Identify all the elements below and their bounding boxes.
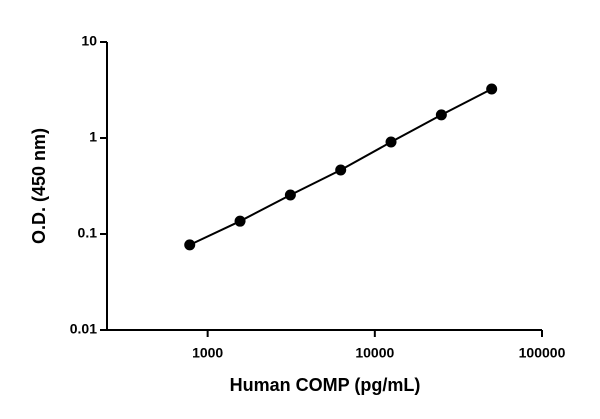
x-axis-title: Human COMP (pg/mL) — [230, 375, 421, 395]
data-point — [184, 239, 196, 251]
y-tick-label: 10 — [81, 33, 97, 49]
data-point — [385, 136, 397, 148]
y-tick-label: 1 — [89, 129, 97, 145]
y-axis-title: O.D. (450 nm) — [29, 128, 49, 244]
data-point — [335, 164, 347, 176]
y-tick-label: 0.01 — [70, 321, 97, 337]
x-tick-label: 100000 — [519, 345, 566, 361]
data-point — [284, 189, 296, 201]
x-tick-label: 1000 — [192, 345, 223, 361]
y-tick-label: 0.1 — [78, 225, 98, 241]
x-tick-label: 10000 — [355, 345, 394, 361]
data-point — [234, 215, 246, 227]
data-point — [435, 109, 447, 121]
data-point — [486, 83, 498, 95]
